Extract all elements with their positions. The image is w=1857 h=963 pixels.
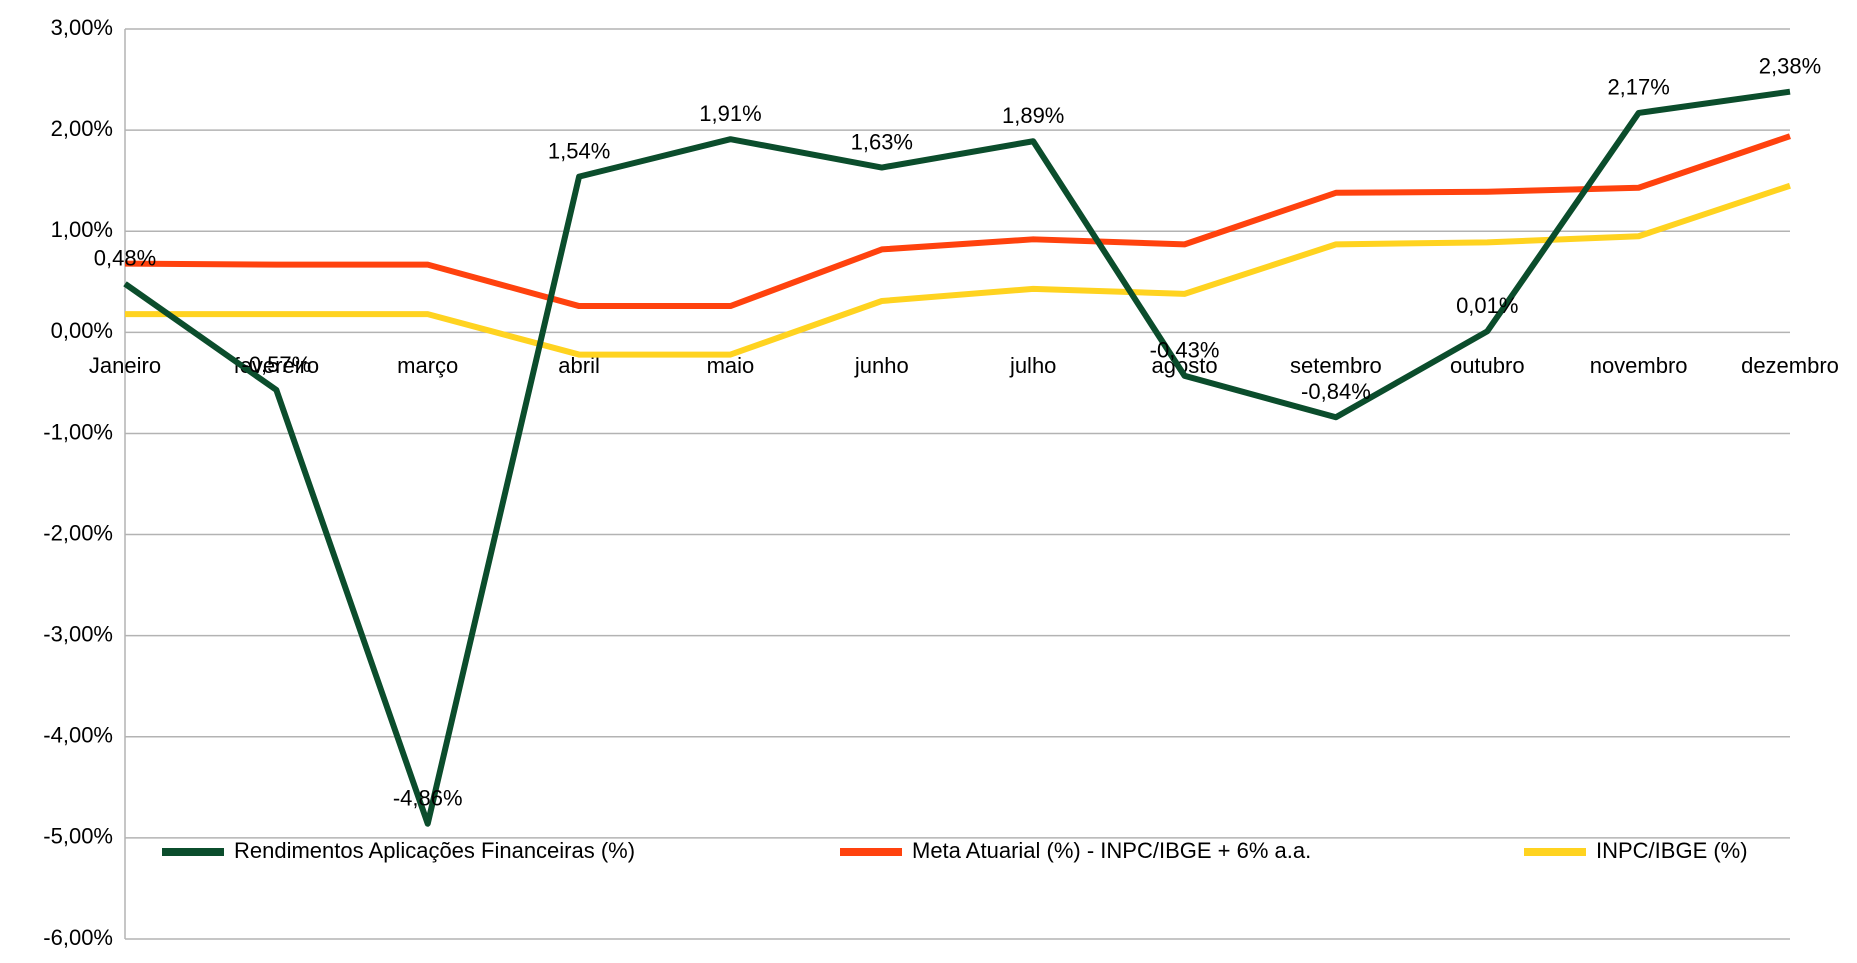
data-label: -0,43%	[1150, 338, 1220, 363]
x-tick-label: junho	[854, 353, 909, 378]
data-label: -4,86%	[393, 786, 463, 811]
data-label: 0,01%	[1456, 293, 1518, 318]
series-line	[124, 133, 1791, 310]
y-tick-label: 0,00%	[51, 318, 113, 343]
x-tick-label: fevereiro	[234, 353, 320, 378]
series-line	[123, 88, 1791, 827]
data-label: 1,63%	[851, 129, 913, 154]
x-tick-label: março	[397, 353, 458, 378]
y-tick-label: -5,00%	[43, 824, 113, 849]
legend-label: Rendimentos Aplicações Financeiras (%)	[234, 838, 635, 863]
y-tick-label: -6,00%	[43, 925, 113, 950]
data-label: 1,91%	[699, 101, 761, 126]
data-label: -0,57%	[242, 352, 312, 377]
data-label: 2,17%	[1607, 75, 1669, 100]
y-tick-label: -3,00%	[43, 621, 113, 646]
y-tick-label: -4,00%	[43, 723, 113, 748]
x-tick-label: Janeiro	[89, 353, 161, 378]
x-tick-label: julho	[1009, 353, 1056, 378]
data-label: -0,84%	[1301, 379, 1371, 404]
data-label: 2,38%	[1759, 54, 1821, 79]
y-tick-label: -2,00%	[43, 520, 113, 545]
y-tick-label: -1,00%	[43, 419, 113, 444]
x-tick-label: novembro	[1590, 353, 1688, 378]
legend-label: INPC/IBGE (%)	[1596, 838, 1748, 863]
x-tick-label: outubro	[1450, 353, 1525, 378]
data-label: 1,54%	[548, 138, 610, 163]
y-tick-label: 3,00%	[51, 15, 113, 40]
series-line	[125, 182, 1791, 358]
data-label: 1,89%	[1002, 103, 1064, 128]
legend-label: Meta Atuarial (%) - INPC/IBGE + 6% a.a.	[912, 838, 1311, 863]
data-label: 0,48%	[94, 246, 156, 271]
y-tick-label: 1,00%	[51, 217, 113, 242]
y-tick-label: 2,00%	[51, 116, 113, 141]
x-tick-label: setembro	[1290, 353, 1382, 378]
x-tick-label: dezembro	[1741, 353, 1839, 378]
